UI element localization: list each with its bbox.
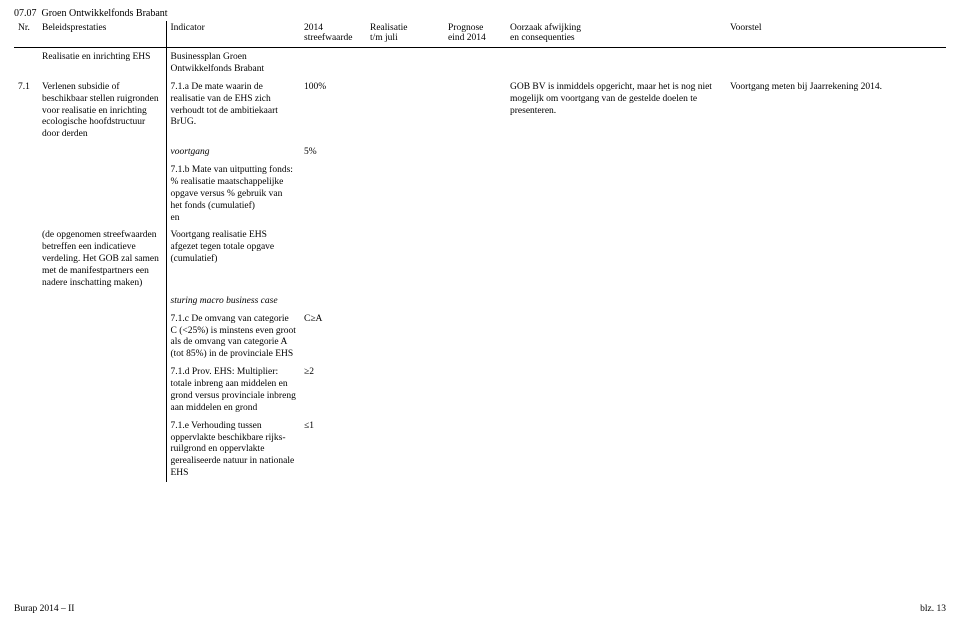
cell-indicator: 7.1.b Mate van uitputting fonds: % reali… xyxy=(166,161,300,226)
cell-indicator: 7.1.a De mate waarin de realisatie van d… xyxy=(166,78,300,143)
table-row: 7.1.d Prov. EHS: Multiplier: totale inbr… xyxy=(14,363,946,417)
th-prognose: Prognose eind 2014 xyxy=(444,21,506,48)
cell-indicator: 7.1.d Prov. EHS: Multiplier: totale inbr… xyxy=(166,363,300,417)
th-2014: 2014 streefwaarde xyxy=(300,21,366,48)
cell-sturing: sturing macro business case xyxy=(166,292,300,310)
cell-beleid2: (de opgenomen streefwaarden betreffen ee… xyxy=(38,226,166,291)
cell-voortgang-val: 5% xyxy=(300,143,366,161)
cell-val: ≤1 xyxy=(300,417,366,482)
section-number: 07.07 xyxy=(14,8,37,19)
section-title-text: Groen Ontwikkelfonds Brabant xyxy=(42,8,168,19)
cell-oorzaak: GOB BV is inmiddels opgericht, maar het … xyxy=(506,78,726,143)
cell-val: ≥2 xyxy=(300,363,366,417)
cell-indicator: Businessplan Groen Ontwikkelfonds Braban… xyxy=(166,48,300,78)
table-row: voortgang 5% xyxy=(14,143,946,161)
cell-val: C≥A xyxy=(300,310,366,364)
table-row: 7.1 Verlenen subsidie of beschikbaar ste… xyxy=(14,78,946,143)
table-row: 7.1.b Mate van uitputting fonds: % reali… xyxy=(14,161,946,226)
table-header-row: Nr. Beleidsprestaties Indicator 2014 str… xyxy=(14,21,946,48)
th-indicator: Indicator xyxy=(166,21,300,48)
section-heading: 07.07 Groen Ontwikkelfonds Brabant xyxy=(14,8,946,19)
cell-voortgang-label: voortgang xyxy=(166,143,300,161)
table-row: 7.1.e Verhouding tussen oppervlakte besc… xyxy=(14,417,946,482)
page-footer: Burap 2014 – II blz. 13 xyxy=(14,604,946,614)
cell-beleid: Realisatie en inrichting EHS xyxy=(38,48,166,78)
cell-beleid: Verlenen subsidie of beschikbaar stellen… xyxy=(38,78,166,143)
table-row: sturing macro business case xyxy=(14,292,946,310)
table-row: Realisatie en inrichting EHS Businesspla… xyxy=(14,48,946,78)
cell-voorstel: Voortgang meten bij Jaarrekening 2014. xyxy=(726,78,946,143)
th-beleid: Beleidsprestaties xyxy=(38,21,166,48)
table-row: 7.1.c De omvang van categorie C (<25%) i… xyxy=(14,310,946,364)
cell-indicator: 7.1.c De omvang van categorie C (<25%) i… xyxy=(166,310,300,364)
th-voorstel: Voorstel xyxy=(726,21,946,48)
footer-right: blz. 13 xyxy=(920,604,946,614)
cell-2014: 100% xyxy=(300,78,366,143)
cell-indicator: Voortgang realisatie EHS afgezet tegen t… xyxy=(166,226,300,291)
th-nr: Nr. xyxy=(14,21,38,48)
table-row: (de opgenomen streefwaarden betreffen ee… xyxy=(14,226,946,291)
main-table: Nr. Beleidsprestaties Indicator 2014 str… xyxy=(14,21,946,482)
th-realisatie: Realisatie t/m juli xyxy=(366,21,444,48)
footer-left: Burap 2014 – II xyxy=(14,604,74,614)
th-oorzaak: Oorzaak afwijking en consequenties xyxy=(506,21,726,48)
cell-indicator: 7.1.e Verhouding tussen oppervlakte besc… xyxy=(166,417,300,482)
cell-nr: 7.1 xyxy=(14,78,38,143)
